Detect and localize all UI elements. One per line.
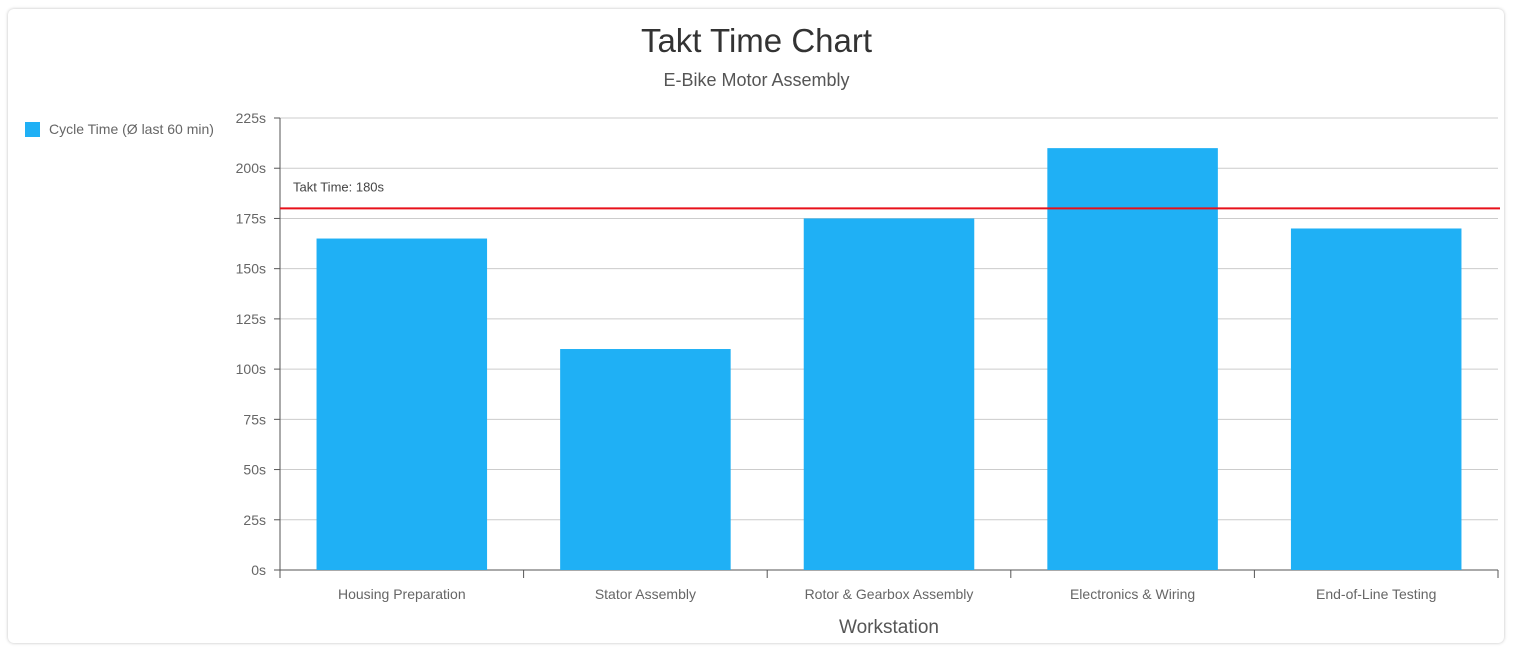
x-tick-label: Stator Assembly <box>595 586 696 602</box>
legend-swatch <box>25 121 40 137</box>
y-tick-label: 25s <box>243 512 266 528</box>
y-tick-label: 175s <box>236 210 266 226</box>
x-tick-label: Housing Preparation <box>338 586 466 602</box>
y-tick-label: 75s <box>243 411 266 427</box>
bar <box>1047 148 1218 570</box>
legend-item-cycle-time[interactable]: Cycle Time (Ø last 60 min) <box>25 121 214 137</box>
y-tick-label: 100s <box>236 361 266 377</box>
y-tick-label: 200s <box>236 160 266 176</box>
legend-label: Cycle Time (Ø last 60 min) <box>49 121 214 137</box>
bar <box>316 238 488 571</box>
y-tick-label: 0s <box>251 562 266 578</box>
x-tick-label: Rotor & Gearbox Assembly <box>805 586 974 602</box>
bar <box>1290 228 1462 570</box>
x-tick-label: End-of-Line Testing <box>1316 586 1436 602</box>
takt-time-label: Takt Time: 180s <box>293 179 385 194</box>
y-tick-label: 50s <box>243 462 266 478</box>
chart-card <box>8 9 1504 643</box>
y-tick-label: 125s <box>236 311 266 327</box>
y-tick-label: 225s <box>236 110 266 126</box>
x-tick-label: Electronics & Wiring <box>1070 586 1195 602</box>
bar <box>803 218 975 570</box>
y-tick-label: 150s <box>236 261 266 277</box>
x-axis-title: Workstation <box>839 617 939 638</box>
bar <box>560 349 731 570</box>
chart-title: Takt Time Chart <box>640 22 873 59</box>
chart-subtitle: E-Bike Motor Assembly <box>663 70 850 90</box>
